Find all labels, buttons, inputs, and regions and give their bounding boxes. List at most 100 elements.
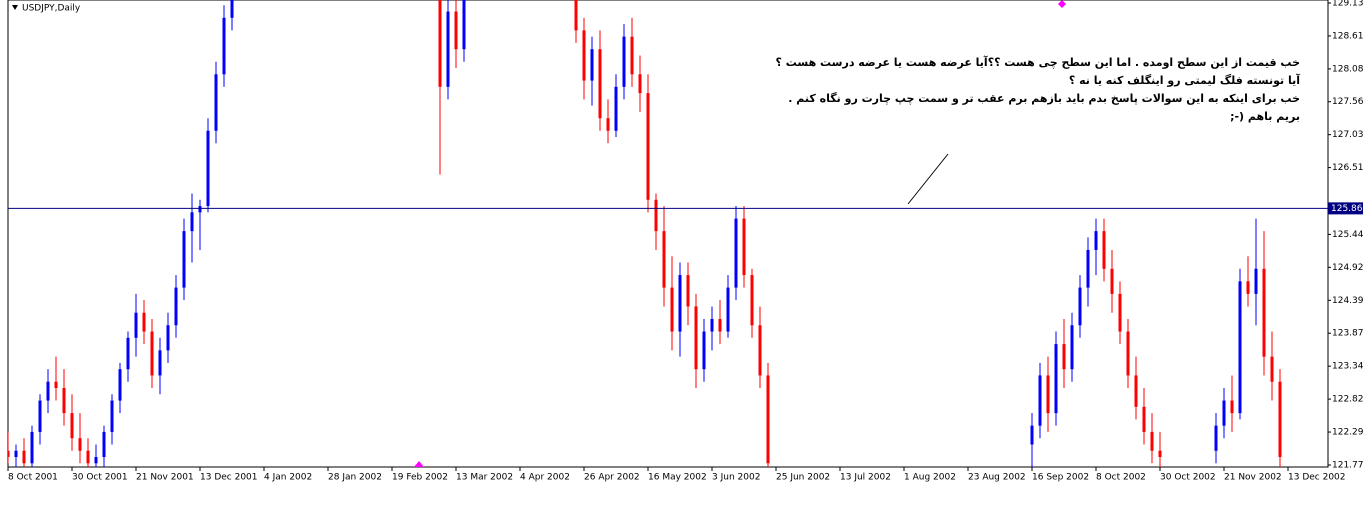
candle-body — [206, 130, 210, 207]
candle-body — [134, 312, 138, 338]
candle-body — [118, 369, 122, 401]
candle-body — [622, 36, 626, 87]
candle-body — [718, 318, 722, 332]
x-tick-label: 21 Nov 2001 — [136, 473, 194, 483]
candle-body — [702, 331, 706, 370]
candle-body — [1078, 287, 1082, 326]
candle-body — [726, 287, 730, 332]
y-tick-label: 129.136 — [1332, 0, 1363, 9]
candle-body — [230, 0, 234, 18]
x-tick-label: 13 Mar 2002 — [456, 473, 513, 483]
x-tick-label: 8 Oct 2002 — [1096, 473, 1146, 483]
x-tick-label: 3 Jun 2002 — [712, 473, 760, 483]
candle-body — [582, 30, 586, 81]
x-tick-label: 25 Jun 2002 — [776, 473, 830, 483]
candle-body — [614, 86, 618, 131]
candle-body — [102, 431, 106, 458]
candle-body — [190, 212, 194, 232]
candle-body — [734, 218, 738, 288]
candle-body — [1142, 406, 1146, 432]
x-tick-label: 13 Jul 2002 — [840, 473, 891, 483]
candle-body — [1134, 375, 1138, 407]
candle-body — [126, 337, 130, 370]
x-tick-label: 19 Feb 2002 — [392, 473, 448, 483]
y-tick-label: 128.086 — [1332, 64, 1363, 74]
y-tick-label: 122.823 — [1332, 395, 1363, 405]
candle-body — [1246, 281, 1250, 294]
marker — [414, 461, 424, 467]
candle-body — [462, 0, 466, 50]
candle-body — [438, 0, 442, 87]
price-label-bg — [1328, 202, 1363, 215]
candle-body — [62, 388, 66, 414]
candle-body — [1062, 344, 1066, 370]
candle-body — [454, 11, 458, 50]
annotation: بریم باهم (-; — [1230, 110, 1300, 123]
candle-body — [1270, 356, 1274, 382]
candle-body — [638, 74, 642, 94]
x-tick-label: 26 Apr 2002 — [584, 473, 640, 483]
y-tick-label: 125.448 — [1332, 230, 1363, 240]
candle-body — [750, 275, 754, 326]
candle-body — [1054, 344, 1058, 414]
x-tick-label: 16 Sep 2002 — [1032, 473, 1089, 483]
candle-body — [662, 231, 666, 288]
candle-body — [766, 375, 770, 464]
candle-body — [30, 431, 34, 464]
candle-body — [758, 325, 762, 376]
candle-body — [590, 49, 594, 81]
candle-body — [646, 93, 650, 200]
y-tick-label: 126.513 — [1332, 163, 1363, 173]
y-tick-label: 127.563 — [1332, 97, 1363, 107]
candle-body — [1118, 293, 1122, 332]
y-tick-label: 128.611 — [1332, 31, 1363, 41]
candle-body — [110, 400, 114, 432]
candle-body — [1158, 450, 1162, 458]
candle-body — [222, 17, 226, 75]
candle-body — [1278, 381, 1282, 458]
candle-body — [8, 450, 10, 458]
x-tick-label: 28 Jan 2002 — [328, 473, 382, 483]
candle-body — [182, 231, 186, 288]
candle-body — [14, 450, 18, 458]
candle-body — [94, 457, 98, 464]
candle-body — [1262, 268, 1266, 357]
candle-body — [654, 199, 658, 232]
candle-body — [1214, 425, 1218, 451]
x-tick-label: 30 Oct 2001 — [72, 473, 128, 483]
annotation: خب قیمت از این سطح اومده . اما این سطح چ… — [776, 55, 1300, 69]
candle-body — [38, 400, 42, 432]
candle-body — [630, 36, 634, 75]
candle-body — [166, 325, 170, 351]
y-tick-label: 124.398 — [1332, 296, 1363, 306]
candle-body — [678, 275, 682, 332]
candle-body — [22, 450, 26, 464]
x-tick-label: 13 Dec 2002 — [1288, 473, 1346, 483]
candle-body — [1102, 231, 1106, 269]
candle-body — [46, 381, 50, 401]
x-tick-label: 23 Aug 2002 — [968, 473, 1026, 483]
candle-body — [1238, 281, 1242, 414]
candle-body — [1030, 425, 1034, 445]
marker — [1058, 0, 1066, 8]
y-tick-label: 122.298 — [1332, 428, 1363, 438]
x-tick-label: 4 Apr 2002 — [520, 473, 570, 483]
candle-body — [150, 331, 154, 376]
annotation: خب برای اینکه به این سوالات پاسخ بدم بای… — [788, 92, 1300, 105]
menu-arrow — [12, 5, 18, 10]
candle-body — [574, 0, 578, 31]
x-tick-label: 13 Dec 2001 — [200, 473, 258, 483]
candle-body — [78, 438, 82, 451]
candle-body — [174, 287, 178, 326]
candle-body — [1150, 431, 1154, 451]
candle-body — [1094, 231, 1098, 250]
candle-body — [694, 306, 698, 370]
candle-body — [710, 318, 714, 332]
candle-body — [142, 312, 146, 332]
x-tick-label: 16 May 2002 — [648, 473, 707, 483]
x-tick-label: 8 Oct 2001 — [8, 473, 58, 483]
candle-body — [1230, 400, 1234, 414]
candle-body — [158, 350, 162, 376]
candle-body — [54, 381, 58, 389]
